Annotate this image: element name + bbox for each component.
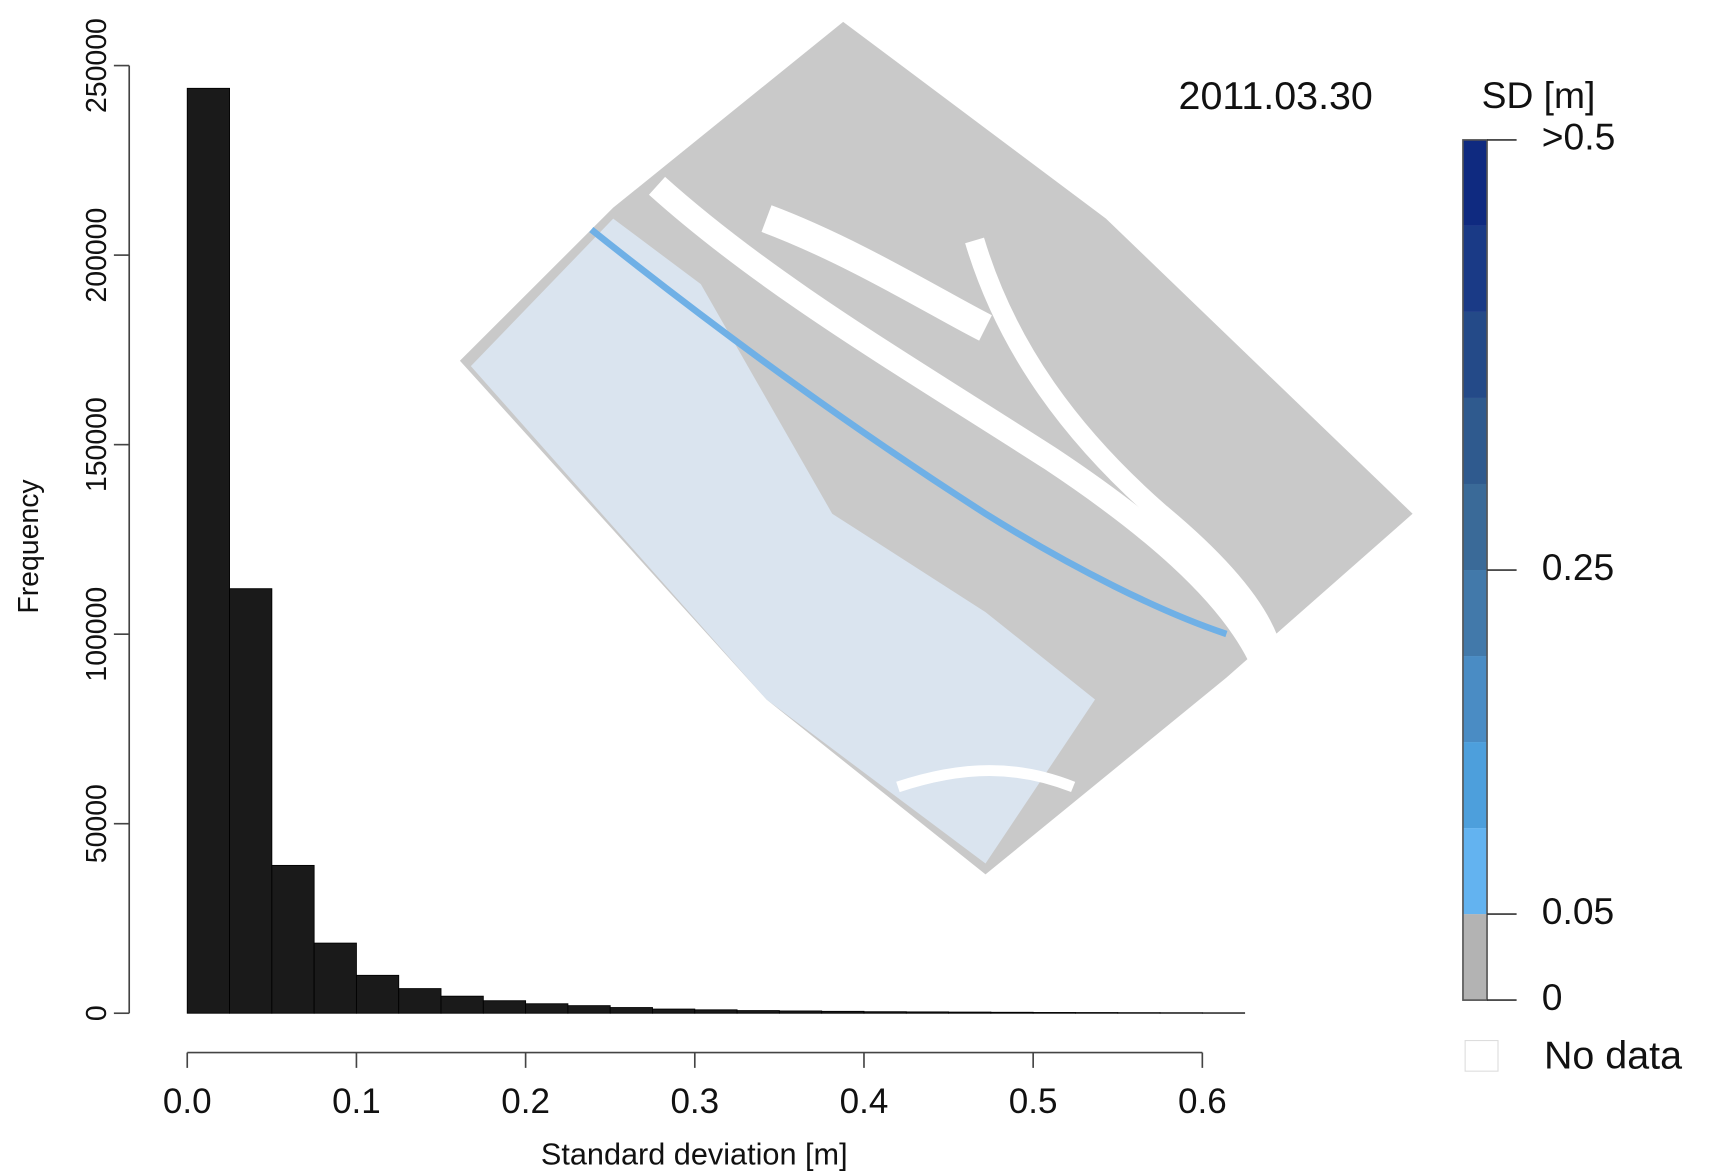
map-channel — [761, 205, 992, 341]
y-tick-label: 0 — [81, 1005, 113, 1021]
bar — [990, 1011, 1034, 1014]
map-channel-edge — [589, 226, 1228, 638]
bar — [778, 1010, 823, 1014]
map-channel — [896, 765, 1076, 793]
bar — [1117, 1012, 1161, 1014]
bar — [609, 1007, 653, 1014]
colorbar-band — [1462, 570, 1488, 657]
bar — [398, 988, 442, 1014]
colorbar-tick-label: 0.25 — [1542, 546, 1614, 588]
map-floodplain — [470, 218, 1096, 864]
colorbar-tick-label: >0.5 — [1542, 116, 1615, 158]
map-channel — [648, 176, 1271, 662]
no-data-label: No data — [1544, 1033, 1682, 1077]
bar — [694, 1009, 738, 1014]
bar — [652, 1008, 696, 1014]
colorbar-band — [1462, 225, 1488, 312]
x-tick-label: 0.1 — [332, 1082, 381, 1121]
bar — [567, 1005, 611, 1014]
bar — [271, 864, 315, 1014]
bar — [1032, 1012, 1076, 1014]
bar — [821, 1010, 865, 1014]
colorbar-band — [1462, 742, 1488, 829]
bar — [229, 588, 273, 1014]
map-channel — [965, 237, 1280, 649]
bar — [948, 1011, 992, 1014]
bar — [905, 1011, 950, 1014]
x-tick-label: 0.4 — [840, 1082, 889, 1121]
no-data-swatch — [1464, 1040, 1499, 1072]
y-tick-label: 250000 — [81, 18, 113, 113]
bar — [355, 974, 400, 1014]
colorbar-band — [1462, 914, 1488, 1001]
colorbar-band — [1462, 828, 1488, 915]
colorbar-band — [1462, 483, 1488, 571]
colorbar-band — [1462, 397, 1488, 484]
date-label: 2011.03.30 — [1179, 74, 1373, 118]
bar — [440, 995, 484, 1014]
colorbar-band — [1462, 656, 1488, 743]
x-tick-label: 0.5 — [1009, 1082, 1058, 1121]
colorbar-tick-label: 0 — [1542, 976, 1563, 1018]
x-tick-label: 0.0 — [163, 1082, 212, 1121]
bar — [736, 1010, 780, 1014]
y-tick-label: 200000 — [81, 208, 113, 303]
bar — [1075, 1012, 1119, 1014]
y-tick-label: 100000 — [81, 587, 113, 682]
bar — [313, 942, 357, 1014]
colorbar-band — [1462, 311, 1488, 398]
bar — [186, 87, 230, 1014]
colorbar-tick-label: 0.05 — [1542, 890, 1614, 932]
y-axis-label: Frequency — [13, 479, 45, 614]
inset-map — [459, 21, 1413, 875]
bar — [863, 1011, 907, 1014]
bar — [482, 1000, 527, 1014]
y-tick-label: 50000 — [81, 784, 113, 863]
x-axis-label: Standard deviation [m] — [541, 1138, 848, 1172]
colorbar-title: SD [m] — [1482, 74, 1596, 116]
x-tick-label: 0.3 — [670, 1082, 719, 1121]
x-tick-label: 0.6 — [1178, 1082, 1227, 1121]
x-tick-label: 0.2 — [501, 1082, 550, 1121]
bar — [525, 1003, 569, 1014]
y-tick-label: 150000 — [81, 397, 113, 492]
colorbar-band — [1462, 139, 1488, 226]
